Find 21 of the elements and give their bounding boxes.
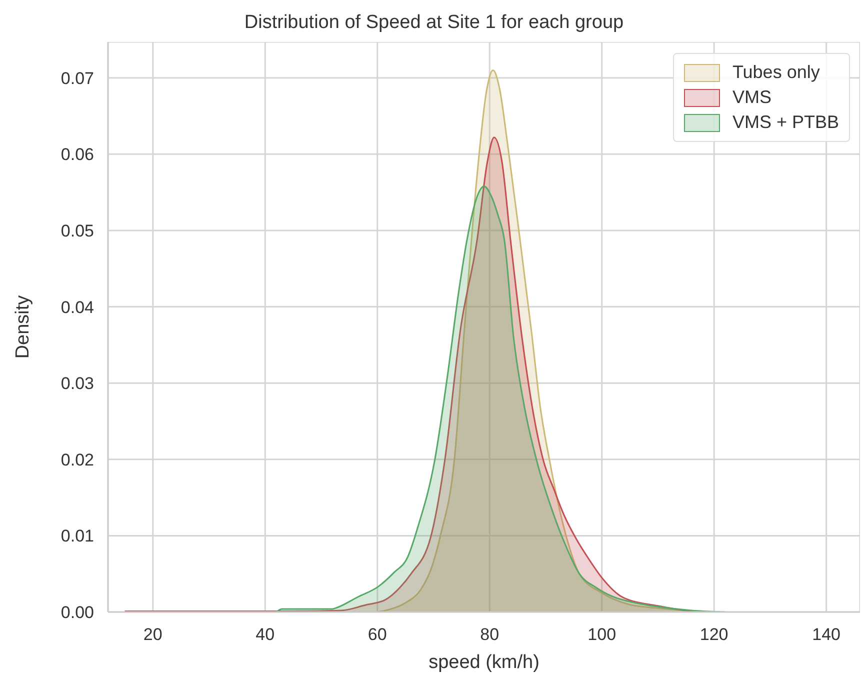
y-axis-title: Density xyxy=(12,294,34,359)
x-axis-title: speed (km/h) xyxy=(428,652,540,673)
y-tick-label: 0.01 xyxy=(60,526,94,546)
y-tick-label: 0.02 xyxy=(60,450,94,470)
x-tick-label: 20 xyxy=(143,625,162,644)
x-tick-label: 80 xyxy=(480,625,500,644)
x-tick-label: 140 xyxy=(812,625,841,644)
x-tick-label: 120 xyxy=(700,625,728,644)
y-tick-label: 0.03 xyxy=(60,374,94,394)
y-tick-label: 0.00 xyxy=(60,603,94,622)
x-tick-label: 100 xyxy=(588,625,616,644)
y-tick-label: 0.07 xyxy=(60,68,94,88)
chart-title: Distribution of Speed at Site 1 for each group xyxy=(243,11,625,35)
y-tick-label: 0.06 xyxy=(60,145,94,164)
y-tick-label: 0.04 xyxy=(60,298,94,317)
legend-label: Tubes only xyxy=(732,62,820,83)
legend-label: VMS xyxy=(732,87,772,108)
x-tick-label: 60 xyxy=(368,625,387,644)
y-tick-label: 0.05 xyxy=(60,222,94,241)
legend-label: VMS + PTBB xyxy=(732,112,839,133)
x-tick-label: 40 xyxy=(256,625,275,644)
